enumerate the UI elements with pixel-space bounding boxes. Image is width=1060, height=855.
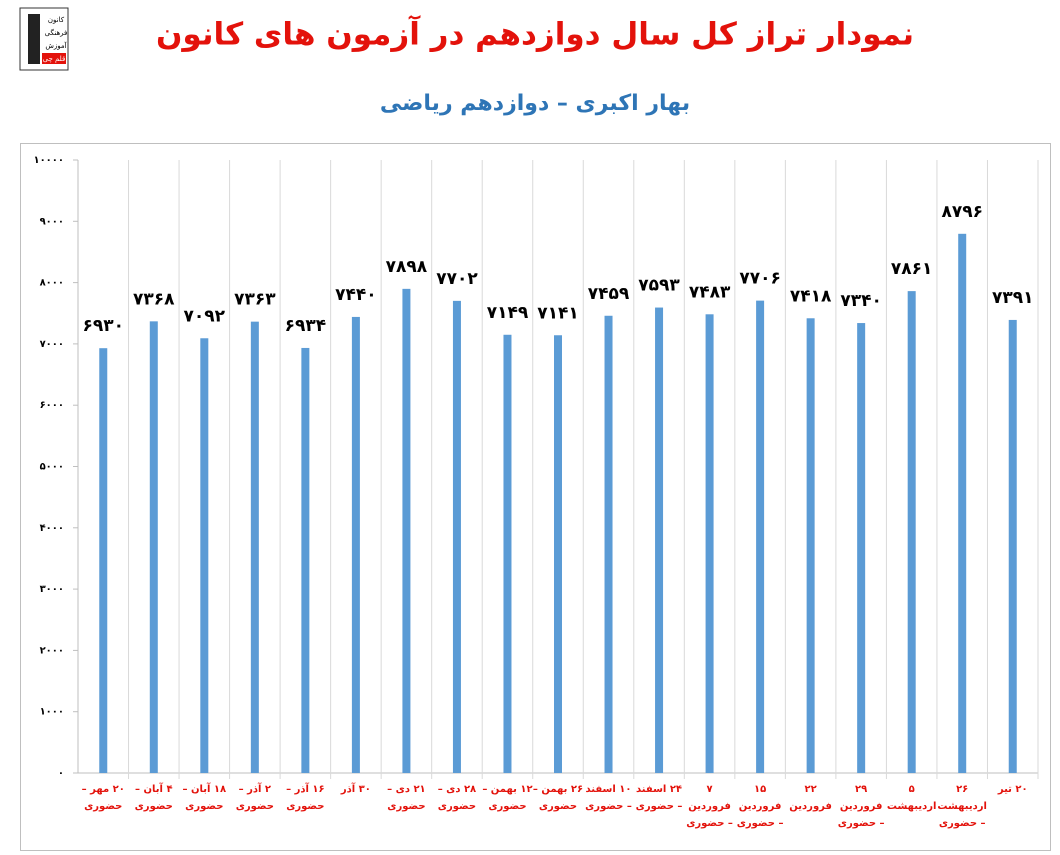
x-tick-label-text: ۱۵ فروردین – حضوری xyxy=(736,784,784,829)
bar xyxy=(958,233,967,774)
x-tick-label: ۲۶ بهمن – حضوری xyxy=(532,784,584,812)
x-tick-label: ۱۶ آذر – حضوری xyxy=(286,784,325,812)
x-tick-label-text: ۲۶ اردیبهشت – حضوری xyxy=(937,784,987,829)
x-tick-label: ۲۱ دی – حضوری xyxy=(387,784,426,812)
bar xyxy=(99,348,108,773)
x-tick-label-text: ۵ اردیبهشت xyxy=(886,784,937,812)
value-label: ۷۳۶۸ xyxy=(133,289,175,309)
x-tick-label-text: ۲۰ مهر – حضوری xyxy=(81,784,125,812)
y-tick-label: ۳۰۰۰ xyxy=(40,584,64,595)
logo-band xyxy=(42,53,66,64)
bar xyxy=(554,335,562,773)
bar xyxy=(705,314,714,773)
y-tick-label: ۸۰۰۰ xyxy=(40,278,64,289)
x-tick-label: ۲۹ فروردین – حضوری xyxy=(837,784,885,829)
bar xyxy=(351,316,360,773)
logo-text: فرهنگی xyxy=(45,28,68,37)
y-tick-label: ۰ xyxy=(58,768,64,779)
bar xyxy=(604,315,613,773)
y-tick-label: ۲۰۰۰ xyxy=(40,645,64,656)
value-label: ۷۷۰۲ xyxy=(436,269,478,289)
x-tick-label: ۱۲ بهمن – حضوری xyxy=(482,784,533,812)
chart-subtitle: بهار اکبری – دوازدهم ریاضی xyxy=(380,91,690,116)
x-tick-label-text: ۲۰ تیر xyxy=(997,784,1028,795)
bar xyxy=(402,288,411,773)
y-tick-label: ۴۰۰۰ xyxy=(40,523,64,534)
bar xyxy=(301,347,310,773)
x-tick-label: ۱۵ فروردین – حضوری xyxy=(736,784,784,829)
x-tick-label: ۲۸ دی – حضوری xyxy=(437,784,477,812)
logo-text: قلم چی xyxy=(43,55,66,63)
bar xyxy=(200,338,209,773)
chart-frame xyxy=(20,143,1051,851)
value-label: ۷۷۰۶ xyxy=(739,269,781,289)
bar xyxy=(655,307,664,773)
x-tick-label-text: ۱۸ آبان – حضوری xyxy=(182,784,227,812)
y-tick-label: ۶۰۰۰ xyxy=(40,400,64,411)
x-tick-label: ۲۰ مهر – حضوری xyxy=(81,784,125,812)
bar xyxy=(756,300,765,773)
value-label: ۷۸۶۱ xyxy=(891,259,933,279)
x-tick-label-text: ۲۹ فروردین – حضوری xyxy=(837,784,885,829)
bar xyxy=(503,334,512,773)
value-label: ۶۹۳۴ xyxy=(285,316,327,336)
value-label: ۷۳۹۱ xyxy=(992,288,1034,308)
y-tick-label: ۵۰۰۰ xyxy=(40,462,64,473)
x-tick-label-text: ۲ آذر – حضوری xyxy=(235,784,274,812)
x-tick-label-text: ۳۰ آذر xyxy=(340,784,371,795)
bar xyxy=(806,318,815,773)
x-tick-label: ۲۲ فروردین xyxy=(789,784,832,812)
value-label: ۸۷۹۶ xyxy=(941,202,983,222)
x-tick-label-text: ۲۶ بهمن – حضوری xyxy=(532,784,584,812)
x-tick-label: ۲۴ اسفند – حضوری xyxy=(635,784,683,812)
value-label: ۷۴۸۳ xyxy=(689,282,731,302)
x-tick-label: ۱۸ آبان – حضوری xyxy=(182,784,227,812)
logo-text: آموزش xyxy=(45,41,67,50)
y-tick-label: ۷۰۰۰ xyxy=(40,339,64,350)
x-tick-label-text: ۴ آبان – حضوری xyxy=(134,784,173,812)
x-tick-label-text: ۲۴ اسفند – حضوری xyxy=(635,784,683,812)
x-tick-label: ۱۰ اسفند – حضوری xyxy=(585,784,632,812)
value-label: ۷۱۴۹ xyxy=(487,303,529,323)
x-tick-label: ۲۶ اردیبهشت – حضوری xyxy=(937,784,987,829)
bar xyxy=(452,300,461,773)
value-label: ۷۱۴۱ xyxy=(537,303,579,323)
bar xyxy=(149,321,158,773)
chart-title: نمودار تراز کل سال دوازدهم در آزمون های … xyxy=(156,15,914,53)
logo: کانون فرهنگی آموزش قلم چی xyxy=(19,7,69,71)
x-tick-label: ۷ فروردین – حضوری xyxy=(686,784,733,829)
bar xyxy=(857,323,866,773)
x-tick-label-text: ۱۲ بهمن – حضوری xyxy=(482,784,533,812)
x-tick-label-text: ۲۲ فروردین xyxy=(789,784,832,812)
value-label: ۷۴۱۸ xyxy=(790,286,832,306)
x-tick-label-text: ۱۰ اسفند – حضوری xyxy=(585,784,632,812)
x-tick-label-text: ۲۸ دی – حضوری xyxy=(437,784,477,812)
bar xyxy=(250,321,259,773)
x-tick-label: ۲۰ تیر xyxy=(997,784,1028,795)
x-tick-label-text: ۲۱ دی – حضوری xyxy=(387,784,426,812)
x-tick-label: ۵ اردیبهشت xyxy=(886,784,937,812)
x-tick-label-text: ۷ فروردین – حضوری xyxy=(686,784,733,829)
value-label: ۷۰۹۲ xyxy=(184,306,226,326)
x-tick-label-text: ۱۶ آذر – حضوری xyxy=(286,784,325,812)
y-tick-label: ۱۰۰۰ xyxy=(40,707,64,718)
value-label: ۷۸۹۸ xyxy=(386,257,428,277)
x-tick-label: ۴ آبان – حضوری xyxy=(134,784,173,812)
logo-text: کانون xyxy=(48,16,65,24)
y-tick-label: ۹۰۰۰ xyxy=(40,216,64,227)
value-label: ۷۳۴۰ xyxy=(840,291,882,311)
value-label: ۷۴۴۰ xyxy=(335,285,377,305)
x-tick-label: ۳۰ آذر xyxy=(340,784,371,795)
bar xyxy=(1008,319,1017,773)
value-label: ۷۵۹۳ xyxy=(638,276,680,296)
x-tick-label: ۲ آذر – حضوری xyxy=(235,784,274,812)
value-label: ۷۳۶۳ xyxy=(234,290,276,310)
value-label: ۶۹۳۰ xyxy=(83,316,125,336)
y-tick-label: ۱۰۰۰۰ xyxy=(33,155,64,166)
bar xyxy=(907,291,916,773)
logo-figure xyxy=(28,14,40,64)
value-label: ۷۴۵۹ xyxy=(588,284,630,304)
